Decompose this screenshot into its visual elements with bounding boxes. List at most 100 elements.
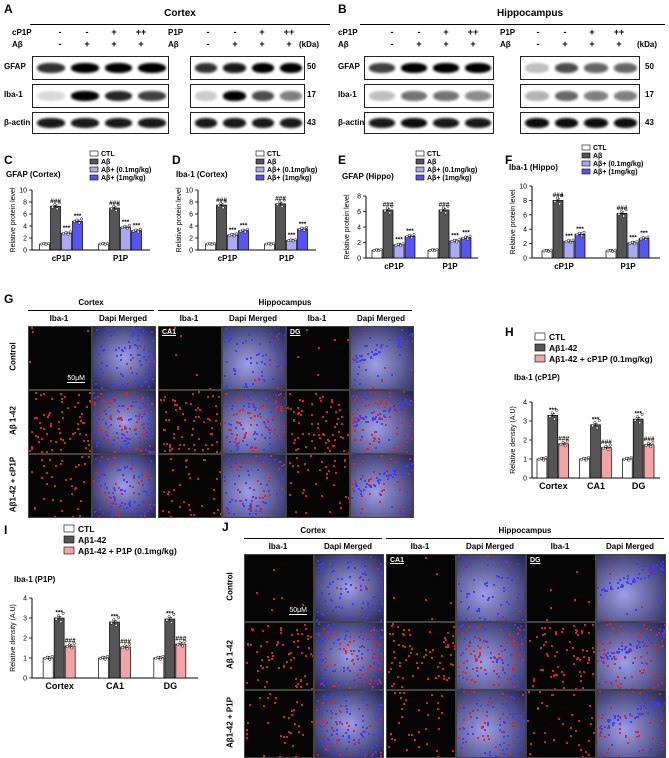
nucleus-dot bbox=[458, 555, 460, 557]
iba1-dot bbox=[83, 440, 85, 442]
data-point bbox=[60, 620, 62, 622]
iba1-dot bbox=[228, 429, 230, 431]
nucleus-dot bbox=[664, 585, 666, 587]
iba1-dot bbox=[304, 624, 306, 626]
nucleus-dot bbox=[398, 404, 400, 406]
nucleus-dot bbox=[649, 705, 651, 707]
nucleus-dot bbox=[344, 695, 346, 697]
iba1-dot bbox=[218, 396, 220, 398]
iba1-dot bbox=[252, 629, 254, 631]
nucleus-dot bbox=[636, 645, 638, 647]
iba1-dot bbox=[110, 415, 112, 417]
iba1-dot bbox=[476, 659, 478, 661]
nucleus-dot bbox=[143, 349, 145, 351]
data-point bbox=[104, 658, 106, 660]
iba1-dot bbox=[514, 669, 516, 671]
nucleus-dot bbox=[400, 467, 402, 469]
iba1-dot bbox=[395, 407, 397, 409]
nucleus-dot bbox=[122, 474, 124, 476]
nucleus-dot bbox=[380, 346, 382, 348]
iba1-dot bbox=[371, 649, 373, 651]
iba1-dot bbox=[579, 659, 581, 661]
iba1-dot bbox=[335, 633, 337, 635]
legend-swatch bbox=[90, 151, 98, 156]
nucleus-dot bbox=[254, 409, 256, 411]
x-tick-label: Cortex bbox=[45, 681, 74, 691]
nucleus-dot bbox=[660, 563, 662, 565]
iba1-dot bbox=[652, 737, 654, 739]
iba1-dot bbox=[314, 447, 316, 449]
iba1-dot bbox=[198, 416, 200, 418]
micrograph bbox=[350, 390, 414, 454]
iba1-dot bbox=[590, 723, 592, 725]
nucleus-dot bbox=[245, 385, 247, 387]
iba1-dot bbox=[274, 702, 276, 704]
micrograph bbox=[92, 454, 156, 518]
data-point bbox=[451, 240, 453, 242]
data-point bbox=[71, 647, 73, 649]
iba1-dot bbox=[301, 410, 303, 412]
nucleus-dot bbox=[230, 450, 232, 452]
nucleus-dot bbox=[106, 487, 108, 489]
x-tick-label: DG bbox=[632, 481, 646, 491]
data-point bbox=[55, 618, 57, 620]
nucleus-dot bbox=[345, 588, 347, 590]
data-point bbox=[239, 230, 241, 232]
nucleus-dot bbox=[331, 571, 333, 573]
iba1-dot bbox=[179, 484, 181, 486]
iba1-dot bbox=[172, 469, 174, 471]
iba1-dot bbox=[356, 396, 358, 398]
iba1-dot bbox=[311, 414, 313, 416]
nucleus-dot bbox=[110, 424, 112, 426]
nucleus-dot bbox=[321, 712, 323, 714]
nucleus-dot bbox=[364, 480, 366, 482]
iba1-dot bbox=[403, 634, 405, 636]
iba1-dot bbox=[70, 478, 72, 480]
legend-swatch bbox=[90, 175, 98, 180]
iba1-dot bbox=[563, 674, 565, 676]
iba1-dot bbox=[197, 407, 199, 409]
nucleus-dot bbox=[152, 433, 154, 435]
nucleus-dot bbox=[94, 397, 96, 399]
iba1-dot bbox=[659, 693, 661, 695]
iba1-dot bbox=[610, 707, 612, 709]
significance-label: *** bbox=[74, 213, 82, 220]
iba1-dot bbox=[269, 494, 271, 496]
iba1-dot bbox=[224, 422, 226, 424]
nucleus-dot bbox=[663, 735, 665, 737]
nucleus-dot bbox=[331, 712, 333, 714]
nucleus-dot bbox=[643, 565, 645, 567]
iba1-dot bbox=[357, 409, 359, 411]
nucleus-dot bbox=[327, 676, 329, 678]
nucleus-dot bbox=[99, 508, 101, 510]
nucleus-dot bbox=[658, 600, 660, 602]
data-point bbox=[270, 243, 272, 245]
iba1-dot bbox=[354, 430, 356, 432]
nucleus-dot bbox=[252, 371, 254, 373]
iba1-dot bbox=[325, 420, 327, 422]
iba1-dot bbox=[241, 397, 243, 399]
iba1-dot bbox=[262, 667, 264, 669]
iba1-dot bbox=[495, 746, 497, 748]
data-point bbox=[607, 448, 609, 450]
iba1-dot bbox=[411, 369, 413, 371]
iba1-dot bbox=[269, 364, 271, 366]
nucleus-dot bbox=[493, 584, 495, 586]
iba1-dot bbox=[515, 664, 517, 666]
iba1-dot bbox=[431, 618, 433, 620]
nucleus-dot bbox=[131, 459, 133, 461]
nucleus-dot bbox=[316, 598, 318, 600]
iba1-dot bbox=[352, 358, 354, 360]
iba1-dot bbox=[346, 722, 348, 724]
nucleus-dot bbox=[399, 337, 401, 339]
nucleus-dot bbox=[128, 341, 130, 343]
iba1-dot bbox=[353, 640, 355, 642]
legend-swatch bbox=[535, 344, 545, 351]
section-cortex: Cortex bbox=[28, 298, 154, 307]
nucleus-dot bbox=[372, 605, 374, 607]
nucleus-dot bbox=[486, 711, 488, 713]
nucleus-dot bbox=[370, 486, 372, 488]
iba1-dot bbox=[64, 396, 66, 398]
iba1-dot bbox=[322, 702, 324, 704]
nucleus-dot bbox=[101, 473, 103, 475]
